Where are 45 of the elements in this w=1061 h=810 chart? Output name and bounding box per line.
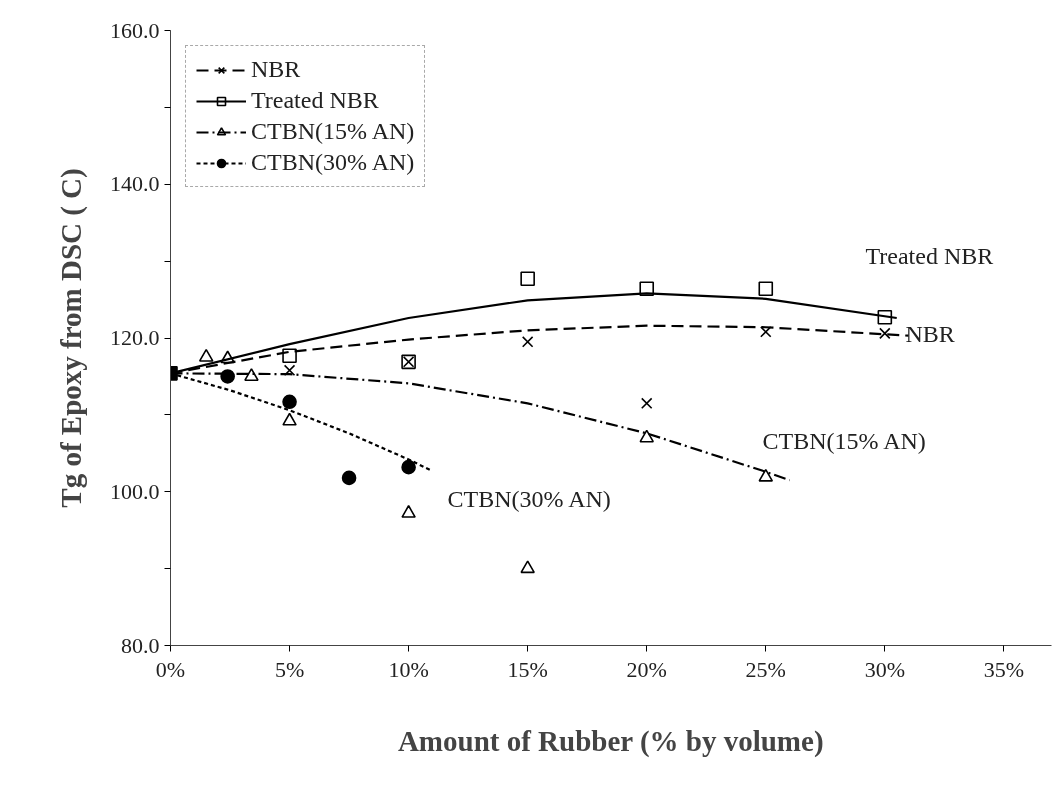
point xyxy=(283,364,296,377)
point xyxy=(401,459,416,475)
x-axis-title: Amount of Rubber (% by volume) xyxy=(397,724,824,758)
x-tick-label: 35% xyxy=(983,656,1025,682)
annotation: Treated NBR xyxy=(865,242,994,269)
point xyxy=(198,348,214,362)
point xyxy=(760,326,772,338)
point xyxy=(639,281,655,297)
x-tick-label: 15% xyxy=(507,656,548,682)
y-tick-label: 80.0 xyxy=(121,632,160,658)
y-axis-title: Tg of Epoxy from DSC ( C) xyxy=(55,168,88,508)
x-tick-label: 20% xyxy=(626,656,667,682)
point xyxy=(521,336,534,348)
x-tick-label: 0% xyxy=(155,656,186,682)
legend-label: Treated NBR xyxy=(251,87,379,114)
point xyxy=(639,429,655,443)
point xyxy=(282,348,297,363)
point xyxy=(879,327,891,340)
point xyxy=(282,394,297,410)
point xyxy=(758,281,774,297)
x-tick-label: 30% xyxy=(864,656,905,682)
point xyxy=(282,412,297,426)
y-tick-label: 160.0 xyxy=(110,17,160,43)
annotation: CTBN(30% AN) xyxy=(447,485,611,512)
point xyxy=(520,560,535,574)
point xyxy=(640,397,653,410)
x-tick-label: 25% xyxy=(745,656,786,682)
y-tick-label: 140.0 xyxy=(110,171,160,197)
legend-label: CTBN(15% AN) xyxy=(251,118,415,145)
y-tick-label: 120.0 xyxy=(110,325,160,350)
x-tick-label: 5% xyxy=(274,656,305,682)
point xyxy=(244,368,259,381)
point xyxy=(341,470,357,486)
legend-label: CTBN(30% AN) xyxy=(251,149,415,176)
legend-label: NBR xyxy=(251,56,301,83)
point xyxy=(220,350,235,364)
annotation: NBR xyxy=(905,320,955,347)
point xyxy=(401,504,416,518)
point xyxy=(520,271,535,287)
point xyxy=(220,369,235,384)
point xyxy=(758,468,774,482)
annotation: CTBN(15% AN) xyxy=(762,427,926,454)
point xyxy=(877,309,893,325)
x-tick-label: 10% xyxy=(388,656,429,682)
y-tick-label: 100.0 xyxy=(110,478,160,504)
